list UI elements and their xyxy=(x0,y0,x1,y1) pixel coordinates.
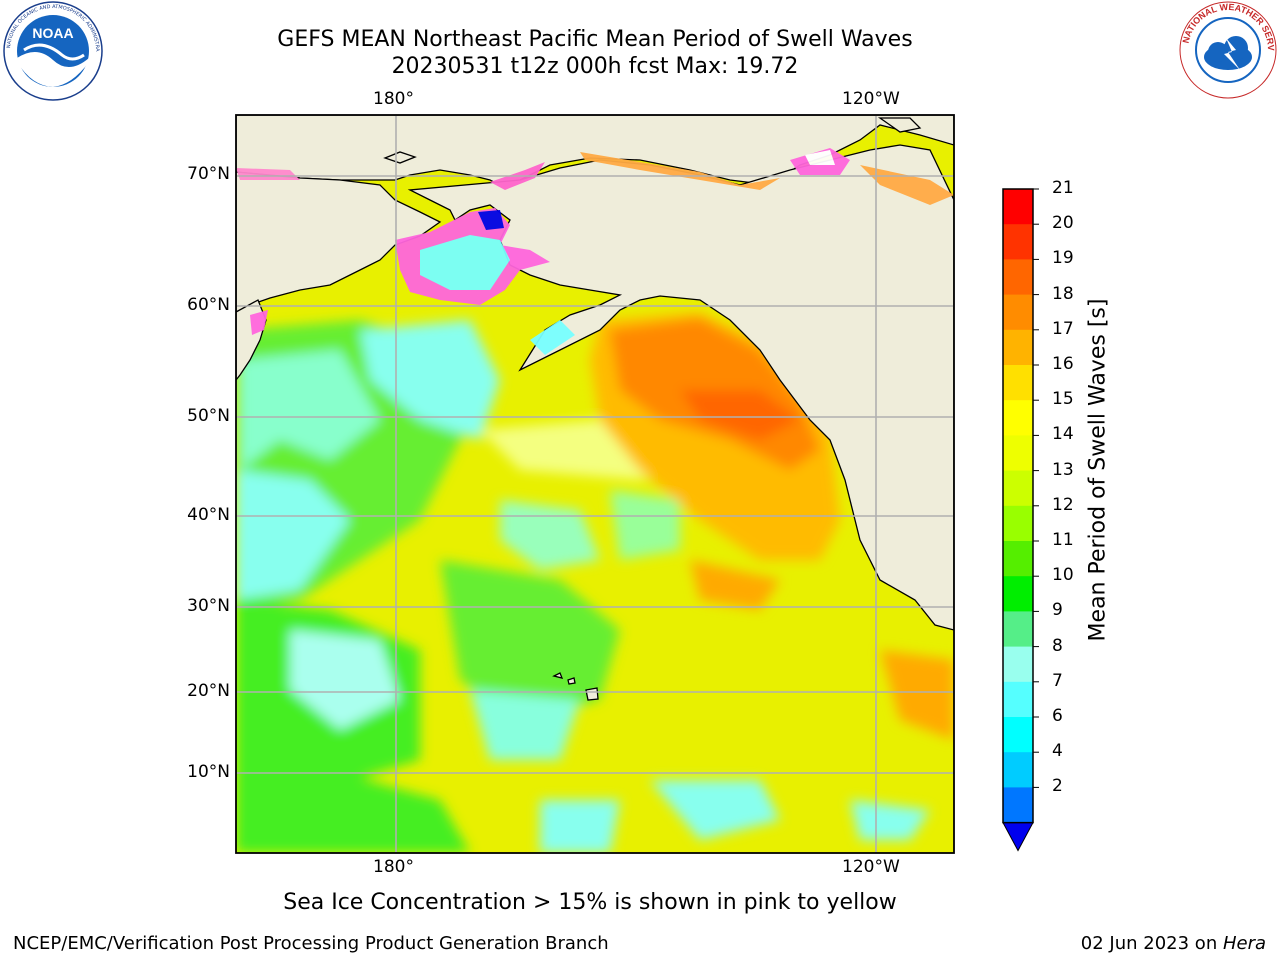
sea-ice-note-text: Sea Ice Concentration > 15% is shown in … xyxy=(283,890,897,915)
colorbar-tick-label: 13 xyxy=(1052,459,1074,480)
lon-label-bottom-120w: 120°W xyxy=(842,857,900,877)
colorbar-segment xyxy=(1003,470,1033,507)
lat-label-70n: 70°N xyxy=(187,164,230,184)
colorbar-segment xyxy=(1003,752,1033,788)
noaa-logo-text: NOAA xyxy=(32,25,73,41)
lon-label-bottom-180: 180° xyxy=(373,857,414,877)
footer-host: Hera xyxy=(1222,933,1266,954)
colorbar-segment xyxy=(1003,329,1033,366)
colorbar-segment xyxy=(1003,365,1033,401)
colorbar-segment xyxy=(1003,435,1033,472)
colorbar-tick-label: 11 xyxy=(1052,530,1074,550)
colorbar xyxy=(1002,188,1039,852)
colorbar-tick-label: 2 xyxy=(1052,776,1063,797)
colorbar-tick-label: 7 xyxy=(1052,670,1063,691)
colorbar-tick-label: 14 xyxy=(1052,424,1074,445)
lon-label-top-120w: 120°W xyxy=(842,89,900,109)
footer-credit: NCEP/EMC/Verification Post Processing Pr… xyxy=(13,933,609,954)
colorbar-segment xyxy=(1003,505,1033,542)
colorbar-tick-label: 15 xyxy=(1052,389,1074,410)
siberia xyxy=(236,171,442,313)
lat-label-40n: 40°N xyxy=(187,505,230,525)
colorbar-tick-label: 12 xyxy=(1052,494,1074,515)
colorbar-tick-label: 9 xyxy=(1052,600,1063,621)
colorbar-tick-label: 18 xyxy=(1052,283,1074,304)
colorbar-tick-label: 20 xyxy=(1052,213,1074,234)
colorbar-segment xyxy=(1003,224,1033,260)
chart-subtitle: 20230531 t12z 000h fcst Max: 19.72 xyxy=(391,54,799,79)
nws-logo: NATIONAL WEATHER SERVICE xyxy=(1178,0,1277,99)
colorbar-extend-arrow xyxy=(1002,822,1034,852)
lat-label-50n: 50°N xyxy=(187,406,230,426)
colorbar-segment xyxy=(1003,189,1033,225)
noaa-logo: NOAA NATIONAL OCEANIC AND ATMOSPHERIC AD… xyxy=(2,0,103,101)
chart-title: GEFS MEAN Northeast Pacific Mean Period … xyxy=(277,27,913,52)
colorbar-tick-label: 10 xyxy=(1052,565,1074,586)
graticule xyxy=(236,115,954,853)
map-frame xyxy=(235,114,955,854)
colorbar-segment xyxy=(1003,681,1033,718)
colorbar-tick-label: 6 xyxy=(1052,706,1063,726)
sea-ice xyxy=(236,148,954,355)
lat-label-30n: 30°N xyxy=(187,596,230,616)
map-area xyxy=(236,115,954,853)
colorbar-frame xyxy=(1002,188,1034,824)
colorbar-tick-label: 17 xyxy=(1052,318,1074,339)
colorbar-segment xyxy=(1003,787,1033,824)
colorbar-tick-label: 4 xyxy=(1052,741,1063,762)
footer-date: 02 Jun 2023 on Hera xyxy=(1081,933,1266,954)
colorbar-segment xyxy=(1003,541,1033,577)
colorbar-segment xyxy=(1003,294,1033,331)
lat-label-20n: 20°N xyxy=(187,681,230,701)
colorbar-tick-label: 21 xyxy=(1052,178,1074,198)
colorbar-tick-label: 8 xyxy=(1052,635,1063,656)
colorbar-label: Mean Period of Swell Waves [s] xyxy=(1085,298,1111,642)
colorbar-segment xyxy=(1003,611,1033,648)
lat-label-60n: 60°N xyxy=(187,295,230,315)
colorbar-tick-label: 19 xyxy=(1052,248,1074,269)
colorbar-segment xyxy=(1003,259,1033,296)
colorbar-tick-label: 16 xyxy=(1052,354,1074,374)
lon-label-top-180: 180° xyxy=(373,89,414,109)
land-masses xyxy=(236,115,954,701)
colorbar-segment xyxy=(1003,646,1033,683)
sea-ice-note: Sea Ice Concentration > 15% is shown in … xyxy=(0,890,1280,915)
footer-date-text: 02 Jun 2023 on xyxy=(1080,933,1223,954)
colorbar-segment xyxy=(1003,717,1033,753)
colorbar-segment xyxy=(1003,576,1033,612)
lat-label-10n: 10°N xyxy=(187,762,230,782)
colorbar-segment xyxy=(1003,400,1033,436)
